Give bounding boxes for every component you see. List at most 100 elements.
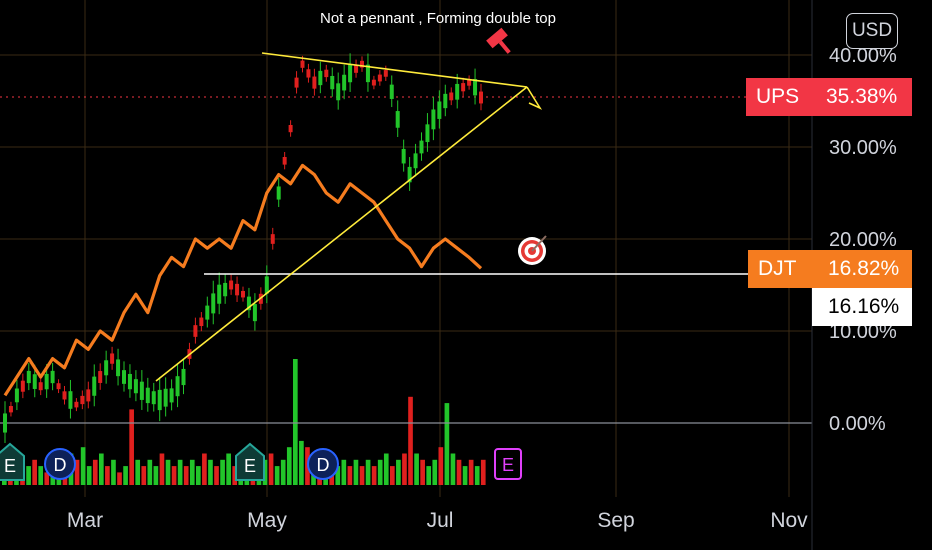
earnings-marker-label: E: [4, 456, 16, 476]
earnings-marker-label: E: [502, 455, 514, 475]
volume-bar: [105, 466, 110, 485]
ups-candle: [62, 391, 67, 400]
ups-tag-value: 35.38%: [826, 85, 898, 108]
x-tick-label: Nov: [770, 509, 808, 532]
volume-bar: [141, 466, 147, 485]
y-tick-label: 10.00%: [829, 321, 897, 343]
volume-bar: [474, 466, 480, 485]
x-axis-ticks: Mar May Jul Sep Nov: [67, 509, 808, 532]
volume-bar: [420, 459, 425, 485]
ups-candle: [20, 380, 25, 392]
volume-bar: [299, 440, 304, 485]
y-axis-ticks: 40.00% 30.00% 20.00% 10.00% 0.00%: [829, 45, 897, 435]
volume-bar: [450, 453, 456, 485]
ups-candle: [74, 401, 79, 408]
ups-candle: [330, 75, 335, 90]
ups-candle: [336, 83, 341, 101]
volume-bar: [129, 409, 134, 485]
volume-bar: [123, 466, 128, 485]
volume-bar: [92, 459, 98, 485]
earnings-marker-label: E: [244, 456, 256, 476]
volume-bar: [196, 466, 201, 485]
ups-candle: [211, 293, 216, 314]
ups-candle: [264, 276, 269, 294]
ups-candle: [300, 60, 305, 68]
volume-bar: [111, 459, 116, 485]
ups-candle: [217, 284, 222, 304]
currency-button[interactable]: USD: [846, 13, 898, 49]
volume-bar: [189, 459, 195, 485]
volume-bar: [293, 359, 298, 485]
dividend-marker[interactable]: [307, 448, 339, 480]
ups-candle: [461, 83, 466, 92]
ups-candle: [127, 373, 132, 390]
ups-candle: [116, 359, 121, 377]
ups-candle: [401, 148, 406, 164]
volume-bar: [147, 459, 153, 485]
ups-candle: [199, 317, 204, 327]
ups-candle: [68, 391, 73, 409]
trend-arrow-head: [526, 86, 543, 110]
volume-bar: [177, 459, 183, 485]
ups-candle: [133, 379, 138, 394]
volume-bar: [414, 453, 419, 485]
ups-candle: [44, 373, 49, 390]
ups-candle: [151, 391, 156, 405]
dividend-marker-label: D: [54, 455, 67, 475]
volume-bar: [280, 459, 286, 485]
volume-bar: [117, 472, 122, 485]
volume-bar: [347, 466, 353, 485]
ups-candle: [276, 186, 281, 200]
ups-candle: [80, 395, 85, 405]
volume-bar: [165, 459, 171, 485]
ups-candle: [223, 282, 228, 297]
ups-candle: [365, 64, 370, 83]
volume-bar: [335, 466, 341, 485]
ups-candle: [455, 83, 460, 100]
ups-candle: [348, 64, 353, 83]
ups-candle: [26, 370, 31, 384]
volume-bar: [402, 453, 407, 485]
volume-bar: [274, 466, 280, 485]
ups-candle: [395, 111, 400, 128]
ups-candle: [193, 325, 198, 337]
earnings-marker[interactable]: [0, 442, 25, 481]
volume-bar: [462, 466, 468, 485]
upper-trend-line: [261, 52, 528, 88]
ups-candle: [431, 109, 436, 130]
ups-candle: [383, 70, 388, 77]
x-tick-label: Jul: [427, 509, 454, 532]
volume-bar: [444, 403, 450, 485]
x-tick-label: Sep: [597, 509, 634, 532]
volume-bar: [232, 466, 238, 485]
volume-bar: [383, 453, 389, 485]
volume-bar: [426, 466, 432, 485]
volume-bar: [159, 453, 165, 485]
ups-candle: [14, 388, 19, 403]
ups-candle: [110, 353, 115, 364]
ups-candle: [282, 156, 287, 165]
ups-candle: [288, 124, 293, 133]
volume-bar: [86, 466, 92, 485]
ups-candle: [389, 84, 394, 99]
volume-bar: [202, 453, 207, 485]
ups-candle: [294, 77, 299, 88]
ups-candle: [32, 374, 37, 389]
ups-candle: [139, 381, 144, 400]
volume-bar: [438, 447, 444, 485]
dividend-marker[interactable]: [44, 448, 76, 480]
volume-bar: [390, 466, 395, 485]
ups-candle: [50, 370, 55, 384]
earnings-marker[interactable]: [235, 442, 265, 481]
djt-line-series: [3, 163, 483, 397]
volume-bar: [396, 459, 401, 485]
ups-candle: [449, 92, 454, 101]
volume-bar: [408, 396, 413, 485]
ups-candle: [145, 387, 150, 404]
ups-candle: [419, 140, 424, 154]
gavel-icon: [486, 27, 511, 54]
ups-candle: [360, 60, 364, 68]
y-tick-label: 20.00%: [829, 229, 897, 251]
earnings-marker-future[interactable]: [494, 448, 522, 480]
